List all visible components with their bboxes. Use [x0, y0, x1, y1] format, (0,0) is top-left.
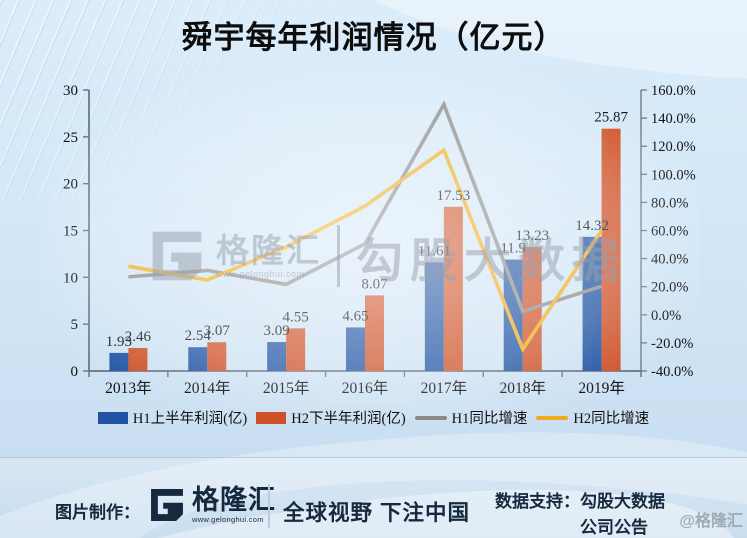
footer-bar: 图片制作： 格隆汇 www.gelonghui.com 全球视野 下注中国 数据… — [0, 457, 747, 538]
line-h2-growth — [128, 147, 604, 354]
profit-combo-chart: 0 5 10 15 20 25 30 -40.0% -20.0% 0.0% 20.0% 40.0% 60… — [63, 83, 696, 397]
right-axis-tick-label: -40.0% — [651, 364, 693, 380]
made-by-label: 图片制作： — [55, 503, 140, 522]
bar-h1-2015年 — [267, 342, 287, 371]
legend-item-h1-profit: H1上半年利润(亿) — [97, 407, 248, 428]
legend-label-h2-profit: H2下半年利润(亿) — [291, 411, 406, 427]
bar-h1-2019年 — [582, 236, 602, 371]
right-axis-tick-label: 160.0% — [651, 83, 696, 99]
corner-watermark: @格隆汇 — [679, 513, 743, 530]
right-axis-tick-label: 120.0% — [651, 139, 696, 155]
data-support-label: 数据支持： — [495, 492, 580, 511]
chart-title: 舜宇每年利润情况（亿元） — [181, 20, 566, 55]
bar-h2-2017年 — [443, 206, 463, 371]
left-axis-tick-label: 0 — [71, 364, 79, 380]
bar-value-label: 3.07 — [204, 323, 231, 339]
data-support-source-2: 公司公告 — [580, 518, 648, 538]
bar-value-label: 3.09 — [264, 323, 290, 339]
data-support-block: 数据支持： 勾股大数据 公司公告 — [495, 489, 665, 538]
x-axis-category-label: 2013年 — [105, 379, 152, 397]
bar-h1-2014年 — [188, 347, 208, 371]
line-h1-growth — [128, 100, 603, 314]
x-axis-category-label: 2014年 — [184, 379, 231, 397]
left-axis-tick-label: 30 — [63, 83, 78, 99]
footer-brand-url: www.gelonghui.com — [192, 514, 264, 524]
left-axis-tick-label: 15 — [63, 224, 78, 240]
right-axis-tick-label: 40.0% — [651, 252, 688, 268]
footer-divider — [268, 484, 270, 528]
bar-value-label: 13.23 — [515, 228, 549, 244]
bar-h2-2016年 — [365, 295, 384, 371]
legend-label-h1-profit: H1上半年利润(亿) — [132, 411, 248, 427]
bar-value-label: 1.93 — [106, 334, 132, 350]
x-axis-category-label: 2016年 — [342, 379, 389, 397]
legend-swatch-h2-line — [536, 415, 569, 420]
bar-h1-2016年 — [346, 327, 365, 371]
bar-value-label: 4.65 — [342, 308, 368, 324]
x-axis-category-label: 2018年 — [499, 379, 546, 397]
bar-value-label: 17.53 — [436, 188, 470, 204]
bar-value-label: 4.55 — [283, 309, 309, 325]
chart-legend: H1上半年利润(亿) H2下半年利润(亿) H1同比增速 H2同比增速 — [0, 407, 747, 428]
legend-label-h1-growth: H1同比增速 — [451, 411, 528, 427]
background-rays-decoration — [0, 0, 330, 200]
gelonghui-logo-icon — [151, 489, 183, 521]
left-axis-tick-label: 5 — [71, 317, 79, 333]
footer-slogan: 全球视野 下注中国 — [283, 501, 470, 525]
data-support-source-1: 勾股大数据 — [580, 492, 665, 511]
legend-swatch-h2-bar — [256, 411, 287, 424]
x-axis-category-label: 2015年 — [263, 379, 310, 397]
legend-swatch-h1-line — [414, 415, 447, 420]
right-axis-tick-label: 20.0% — [651, 280, 688, 296]
legend-item-h2-profit: H2下半年利润(亿) — [256, 407, 406, 428]
bar-h2-2013年 — [128, 347, 148, 371]
bar-value-label: 11.9 — [500, 241, 526, 257]
right-axis-tick-label: -20.0% — [651, 336, 693, 352]
bar-h2-2014年 — [207, 342, 227, 371]
right-axis-tick-label: 100.0% — [651, 167, 696, 183]
legend-swatch-h1-bar — [97, 411, 128, 424]
right-axis-tick-label: 80.0% — [651, 195, 688, 211]
bar-h1-2013年 — [109, 352, 129, 371]
bar-h1-2017年 — [424, 262, 444, 371]
right-axis-tick-label: 60.0% — [651, 224, 688, 240]
x-axis-category-label: 2019年 — [578, 379, 625, 397]
legend-label-h2-growth: H2同比增速 — [573, 411, 650, 427]
bar-value-label: 8.07 — [361, 276, 388, 292]
bar-h2-2019年 — [601, 128, 621, 371]
bar-h2-2015年 — [286, 328, 306, 371]
left-axis-tick-label: 20 — [63, 177, 78, 193]
left-axis-tick-label: 10 — [63, 270, 78, 286]
footer-gelonghui-logo: 格隆汇 www.gelonghui.com — [148, 486, 276, 524]
legend-item-h1-growth: H1同比增速 — [414, 407, 528, 428]
right-axis-tick-label: 140.0% — [651, 111, 696, 127]
legend-item-h2-growth: H2同比增速 — [536, 407, 649, 428]
bar-h1-2018年 — [503, 259, 523, 371]
bar-value-label: 25.87 — [594, 110, 628, 126]
footer-brand-text: 格隆汇 — [192, 484, 276, 515]
x-axis-category-label: 2017年 — [421, 379, 468, 397]
bar-value-label: 14.32 — [575, 218, 609, 234]
left-axis-tick-label: 25 — [63, 130, 78, 146]
right-axis-tick-label: 0.0% — [651, 308, 681, 324]
bar-value-label: 2.54 — [185, 328, 212, 344]
bar-value-label: 2.46 — [125, 329, 152, 345]
bar-value-label: 11.61 — [418, 243, 451, 259]
